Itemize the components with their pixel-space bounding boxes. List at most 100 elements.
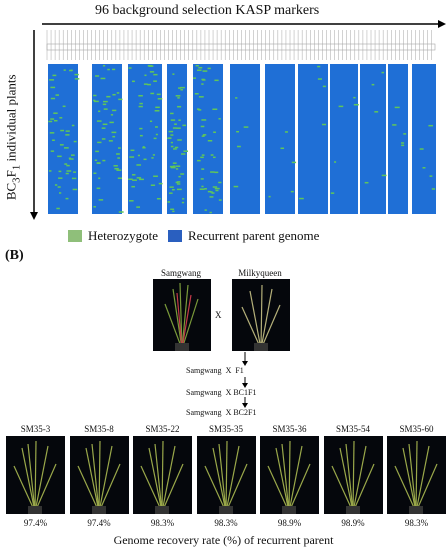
- het-cell: [114, 167, 119, 170]
- het-cell: [168, 130, 174, 133]
- het-cell: [193, 77, 197, 79]
- recovery-value: 98.9%: [277, 518, 302, 528]
- genotype-heatmap: [30, 20, 446, 220]
- het-cell: [69, 69, 73, 72]
- het-cell: [102, 64, 106, 67]
- het-cell: [204, 209, 207, 211]
- het-cell: [153, 73, 158, 76]
- het-cell: [170, 208, 175, 211]
- het-cell: [199, 188, 205, 190]
- het-cell: [139, 127, 143, 130]
- panel-b-label: (B): [5, 248, 24, 263]
- het-cell: [49, 132, 55, 134]
- line-label: SM35-36: [272, 424, 307, 434]
- line-photo: [387, 436, 446, 514]
- het-cell: [97, 141, 102, 144]
- het-cell: [50, 118, 55, 120]
- recovery-value: 98.9%: [341, 518, 365, 528]
- het-cell: [209, 211, 212, 214]
- het-cell: [156, 198, 161, 200]
- rice-plant-icon: [330, 440, 375, 514]
- het-cell: [154, 110, 160, 112]
- het-cell: [181, 153, 186, 155]
- het-cell: [322, 85, 326, 88]
- het-cell: [108, 140, 113, 142]
- het-cell: [50, 86, 56, 89]
- het-cell: [290, 190, 294, 193]
- het-cell: [150, 92, 155, 95]
- het-cell: [49, 79, 55, 81]
- het-cell: [59, 192, 62, 194]
- marker-block: [167, 64, 187, 214]
- het-cell: [155, 133, 158, 136]
- het-cell: [194, 93, 199, 95]
- het-cell: [298, 197, 304, 200]
- het-cell: [182, 198, 185, 200]
- rice-plant-icon: [76, 440, 121, 514]
- line-label: SM35-3: [20, 424, 51, 434]
- het-cell: [200, 156, 204, 159]
- het-cell: [182, 124, 186, 127]
- het-cell: [149, 71, 155, 73]
- het-cell: [170, 119, 176, 121]
- het-cell: [321, 123, 327, 126]
- het-cell: [59, 144, 64, 146]
- het-cell: [268, 195, 271, 198]
- het-cell: [68, 157, 72, 160]
- recovery-value: 98.3%: [150, 518, 175, 528]
- het-cell: [197, 159, 201, 162]
- het-cell: [93, 94, 97, 97]
- het-cell: [102, 123, 108, 126]
- het-cell: [200, 125, 205, 128]
- het-cell: [204, 188, 207, 190]
- het-cell: [183, 150, 188, 152]
- het-cell: [98, 199, 104, 201]
- het-cell: [196, 69, 202, 71]
- het-cell: [101, 138, 106, 140]
- het-cell: [116, 153, 120, 155]
- het-cell: [169, 165, 175, 168]
- het-cell: [111, 131, 117, 134]
- het-cell: [129, 200, 134, 202]
- het-cell: [136, 164, 142, 166]
- het-cell: [338, 105, 344, 108]
- gen-1: Samgwang X F1: [186, 366, 244, 375]
- marker-block: [92, 64, 122, 214]
- het-cell: [107, 68, 110, 71]
- het-cell: [66, 170, 72, 172]
- het-cell: [178, 175, 181, 178]
- rice-plant-icon: [241, 284, 281, 351]
- het-cell: [112, 109, 117, 112]
- het-cell: [202, 70, 208, 72]
- het-cell: [48, 170, 52, 172]
- het-cell: [52, 74, 57, 77]
- het-cell: [176, 183, 181, 185]
- marker-block: [265, 64, 295, 214]
- figure-caption: Genome recovery rate (%) of recurrent pa…: [113, 533, 334, 547]
- het-cell: [138, 105, 143, 108]
- het-cell: [53, 119, 58, 122]
- het-cell: [96, 187, 101, 190]
- het-cell: [153, 137, 157, 140]
- het-cell: [170, 112, 174, 115]
- het-cell: [213, 131, 216, 134]
- het-cell: [392, 124, 397, 126]
- het-cell: [71, 124, 75, 127]
- het-cell: [136, 177, 142, 179]
- het-cell: [56, 207, 60, 210]
- het-cell: [106, 95, 111, 98]
- het-cell: [177, 139, 182, 141]
- het-cell: [371, 83, 375, 86]
- het-cell: [116, 92, 120, 94]
- het-cell: [237, 145, 241, 148]
- het-cell: [136, 206, 141, 208]
- het-cell: [155, 106, 160, 109]
- het-cell: [128, 67, 132, 69]
- het-cell: [132, 179, 137, 181]
- rice-plant-icon: [13, 440, 57, 514]
- het-cell: [381, 71, 385, 74]
- het-cell: [169, 186, 174, 188]
- het-cell: [110, 114, 114, 116]
- het-cell: [428, 124, 433, 127]
- het-cell: [58, 177, 63, 179]
